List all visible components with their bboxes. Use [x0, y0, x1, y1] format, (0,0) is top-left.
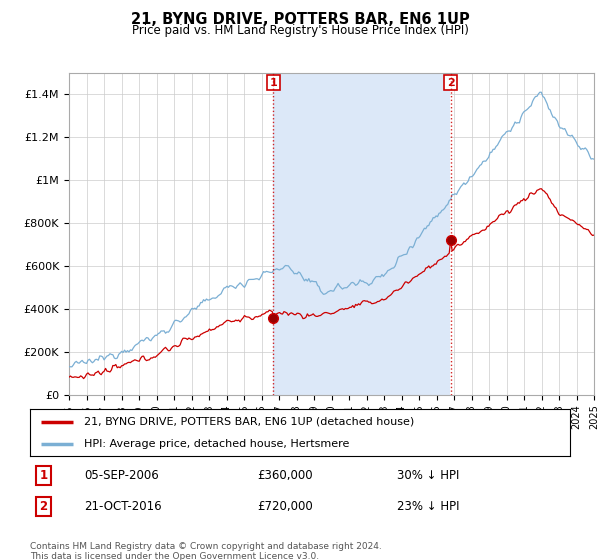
Text: 05-SEP-2006: 05-SEP-2006: [84, 469, 159, 482]
Text: 1: 1: [40, 469, 47, 482]
Text: 21-OCT-2016: 21-OCT-2016: [84, 500, 161, 512]
Text: Contains HM Land Registry data © Crown copyright and database right 2024.
This d: Contains HM Land Registry data © Crown c…: [30, 542, 382, 560]
Text: £720,000: £720,000: [257, 500, 313, 512]
Text: 1: 1: [269, 78, 277, 87]
Text: 30% ↓ HPI: 30% ↓ HPI: [397, 469, 460, 482]
Bar: [273, 73, 451, 395]
Text: 2: 2: [446, 78, 454, 87]
Text: Price paid vs. HM Land Registry's House Price Index (HPI): Price paid vs. HM Land Registry's House …: [131, 24, 469, 37]
Text: 2: 2: [40, 500, 47, 512]
Text: HPI: Average price, detached house, Hertsmere: HPI: Average price, detached house, Hert…: [84, 438, 349, 449]
Text: 21, BYNG DRIVE, POTTERS BAR, EN6 1UP (detached house): 21, BYNG DRIVE, POTTERS BAR, EN6 1UP (de…: [84, 417, 414, 427]
Text: £360,000: £360,000: [257, 469, 313, 482]
Text: 23% ↓ HPI: 23% ↓ HPI: [397, 500, 460, 512]
Text: 21, BYNG DRIVE, POTTERS BAR, EN6 1UP: 21, BYNG DRIVE, POTTERS BAR, EN6 1UP: [131, 12, 469, 27]
